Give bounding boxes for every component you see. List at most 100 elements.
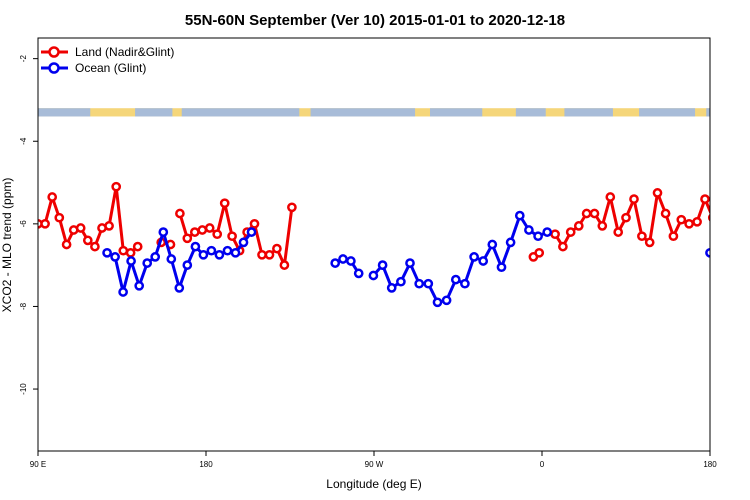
series-1-point-46 — [731, 257, 738, 264]
series-1-point-45 — [723, 288, 730, 295]
series-0-point-49 — [660, 208, 671, 219]
series-0-point-31 — [279, 260, 290, 270]
series-0-point-14 — [132, 241, 143, 252]
series-0-point-24 — [227, 231, 237, 242]
series-1-point-18 — [246, 227, 257, 237]
series-1-point-5 — [142, 258, 153, 268]
series-1-point-0 — [102, 247, 112, 258]
series-0-point-37 — [565, 227, 576, 237]
x-axis-label: Longitude (deg E) — [326, 477, 421, 491]
series-1-point-8 — [166, 254, 177, 264]
series-1-point-30 — [432, 297, 443, 308]
series-1-point-3 — [126, 256, 136, 266]
series-1-point-15 — [222, 245, 233, 256]
series-1-point-14 — [214, 249, 225, 260]
series-0-point-30 — [272, 243, 282, 254]
series-0-point-53 — [692, 216, 702, 227]
series-0-point-22 — [212, 229, 223, 240]
series-0-point-46 — [637, 231, 647, 242]
series-0-point-52 — [684, 218, 694, 229]
series-0-point-56 — [717, 241, 724, 248]
series-0-point-58 — [733, 224, 740, 231]
y-tick-label-2: -6 — [19, 220, 28, 228]
legend-land-label: Land (Nadir&Glint) — [75, 45, 174, 59]
series-0-point-3 — [54, 212, 65, 223]
band-ocean-4 — [430, 108, 483, 117]
series-1-point-19 — [330, 258, 341, 268]
series-1-point-20 — [338, 254, 348, 264]
series-0-point-44 — [621, 212, 631, 223]
series-1-point-11 — [190, 241, 201, 252]
band-ocean-6 — [564, 108, 613, 117]
series-1-point-25 — [386, 283, 397, 293]
series-1-point-33 — [460, 278, 470, 289]
x-tick-label-2: 90 W — [365, 460, 384, 469]
series-1-point-4 — [134, 280, 145, 291]
band-ocean-8 — [706, 108, 710, 117]
legend-land-marker — [48, 46, 60, 58]
x-tick-label-0: 90 E — [30, 460, 46, 469]
series-0-point-54 — [700, 194, 710, 204]
series-0-point-18 — [182, 233, 193, 244]
series-0-point-1 — [40, 218, 50, 229]
series-1-point-17 — [238, 237, 249, 248]
series-1-point-23 — [368, 270, 379, 281]
series-1-point-43 — [705, 247, 710, 258]
chart-title: 55N-60N September (Ver 10) 2015-01-01 to… — [185, 12, 565, 29]
series-0-point-32 — [287, 202, 297, 213]
band-ocean-3 — [310, 108, 416, 117]
series-1-point-13 — [206, 245, 217, 256]
series-1-point-26 — [396, 276, 406, 287]
series-0-point-19 — [189, 227, 200, 237]
series-0-point-50 — [668, 231, 679, 242]
legend-ocean-marker — [48, 62, 60, 74]
series-0-point-28 — [257, 249, 267, 260]
series-1-point-35 — [478, 256, 489, 266]
y-axis-label: XCO2 - MLO trend (ppm) — [0, 178, 14, 313]
legend-ocean-label: Ocean (Glint) — [75, 61, 146, 75]
series-1-point-38 — [505, 237, 516, 248]
band-ocean-5 — [515, 108, 546, 117]
series-layer — [38, 181, 750, 308]
series-1-line-2 — [372, 214, 548, 304]
series-0-point-27 — [249, 218, 260, 229]
series-1-point-31 — [441, 295, 452, 306]
band-ocean-1 — [135, 108, 173, 117]
series-0-point-11 — [111, 181, 122, 192]
series-0-point-41 — [597, 221, 608, 231]
series-1-point-47 — [739, 282, 746, 289]
series-1-point-2 — [118, 287, 128, 297]
band-ocean-7 — [639, 108, 696, 117]
series-1-point-40 — [524, 225, 534, 235]
series-1-point-39 — [514, 210, 525, 221]
series-1-point-10 — [182, 260, 193, 270]
series-1-point-22 — [353, 268, 364, 279]
land-ocean-band — [38, 108, 710, 117]
series-0-point-51 — [676, 214, 687, 225]
series-0-point-2 — [47, 192, 58, 202]
series-0-point-13 — [125, 247, 136, 258]
series-0-point-10 — [104, 221, 114, 231]
series-1-point-48 — [747, 260, 750, 267]
series-1-point-6 — [150, 252, 161, 262]
series-0-point-20 — [197, 225, 208, 235]
series-1-point-12 — [198, 249, 209, 260]
series-0-point-48 — [652, 188, 663, 198]
series-0-point-45 — [629, 194, 639, 204]
x-tick-label-4: 180 — [703, 460, 717, 469]
series-1-point-44 — [714, 253, 721, 260]
band-ocean-0 — [38, 108, 91, 117]
series-0-point-57 — [725, 226, 732, 233]
series-1-point-37 — [496, 262, 507, 273]
series-0-point-34 — [534, 247, 545, 258]
series-1-point-29 — [423, 278, 434, 289]
y-tick-label-4: -10 — [19, 383, 28, 395]
series-0-point-40 — [589, 208, 600, 219]
legend: Land (Nadir&Glint) Ocean (Glint) — [41, 45, 174, 75]
series-1-point-9 — [174, 283, 185, 293]
series-0-point-4 — [61, 239, 72, 250]
series-0-point-8 — [90, 241, 100, 252]
y-axis: -2 -4 -6 -8 -10 — [19, 55, 38, 395]
series-1-point-24 — [377, 260, 388, 270]
